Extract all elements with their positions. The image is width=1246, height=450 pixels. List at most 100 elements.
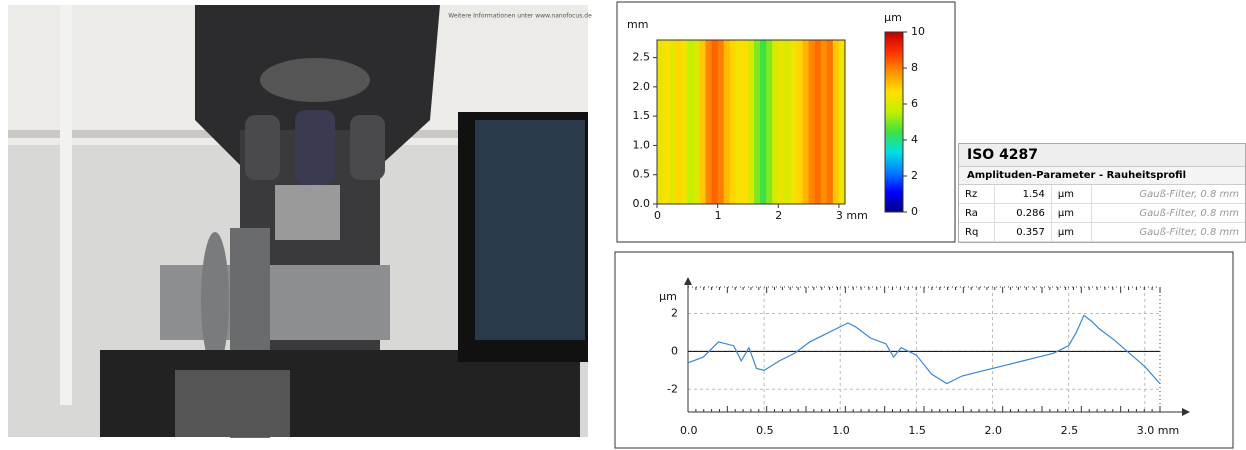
heatmap-column [747, 40, 755, 204]
x-tick-label: 0 [654, 209, 661, 222]
table-cell: 0.286 [994, 203, 1052, 223]
photo-caption: Weitere Informationen unter www.nanofocu… [448, 13, 592, 20]
profile-line [687, 314, 1161, 385]
colorbar-tick-label: 8 [911, 61, 918, 74]
y-axis-arrow [684, 277, 692, 285]
y-tick-label: 1.0 [633, 138, 651, 151]
x-unit-label: mm [627, 18, 648, 31]
heatmap-column [729, 40, 737, 204]
heatmap-column [832, 40, 840, 204]
table-cell: Gauß-Filter, 0.8 mm [1091, 185, 1245, 204]
table-row: Rq 0.357 µm Gauß-Filter, 0.8 mm [959, 222, 1245, 242]
heatmap-column [820, 40, 828, 204]
heatmap-column [735, 40, 743, 204]
x-tick-label: 0.0 [680, 424, 698, 437]
y-tick-label: -2 [667, 382, 678, 395]
y-tick-label: 2.5 [633, 51, 651, 64]
y-tick-label: 2.0 [633, 80, 651, 93]
heatmap-column [760, 40, 767, 204]
colorbar [884, 31, 904, 213]
table-body: Rz 1.54 µm Gauß-Filter, 0.8 mm Ra 0.286 µm Gauß… [959, 185, 1245, 242]
x-tick-label: 0.5 [756, 424, 774, 437]
heatmap-column [693, 40, 700, 204]
heatmap-column [754, 40, 761, 204]
turret [260, 58, 370, 102]
table-cell: Gauß-Filter, 0.8 mm [1091, 203, 1245, 223]
objective [245, 115, 280, 180]
heatmap-column [808, 40, 816, 204]
y-tick-label: 0.5 [633, 168, 651, 181]
table-row: Ra 0.286 µm Gauß-Filter, 0.8 mm [959, 203, 1245, 223]
heatmap-column [772, 40, 779, 204]
y-tick-label: 2 [671, 307, 678, 320]
heatmap-column [699, 40, 707, 204]
table-subtitle: Amplituden-Parameter - Rauheitsprofil [959, 167, 1245, 185]
photo: Weitere Informationen unter www.nanofocu… [8, 5, 592, 438]
table-cell: Rz [959, 185, 995, 204]
heatmap-column [687, 40, 694, 204]
heatmap-column [778, 40, 785, 204]
heatmap-column [663, 40, 670, 204]
workpiece [160, 265, 390, 340]
colorbar-tick-label: 2 [911, 169, 918, 182]
colorbar-tick-label: 0 [911, 205, 918, 218]
table-cell: Rq [959, 222, 995, 242]
cable-duct [60, 5, 72, 405]
heatmap-column [657, 40, 664, 204]
heatmap-column [790, 40, 797, 204]
x-tick-label: 2.0 [985, 424, 1003, 437]
y-unit-label: µm [659, 290, 677, 303]
table-row: Rz 1.54 µm Gauß-Filter, 0.8 mm [959, 185, 1245, 204]
heatmap-column [681, 40, 688, 204]
heatmap-column [814, 40, 822, 204]
plot-frame [656, 39, 846, 205]
heatmap-column [705, 40, 713, 204]
monitor-screen [475, 120, 585, 340]
table-title: ISO 4287 [959, 144, 1245, 167]
clamp [275, 185, 340, 240]
x-tick-label: 1.5 [908, 424, 926, 437]
profile-panel [614, 251, 1234, 449]
table [100, 350, 580, 437]
heatmap-column [741, 40, 749, 204]
y-tick-label: 0.0 [633, 197, 651, 210]
table-cell: µm [1051, 203, 1092, 223]
colorbar-unit: µm [884, 11, 902, 24]
heatmap-column [838, 40, 846, 204]
x-tick-label: 1 [715, 209, 722, 222]
heatmap-column [675, 40, 682, 204]
colorbar-tick-label: 4 [911, 133, 918, 146]
table-cell: Gauß-Filter, 0.8 mm [1091, 222, 1245, 242]
heatmap-column [711, 40, 719, 204]
flange [201, 232, 229, 368]
heatmap-column [826, 40, 834, 204]
heatmap-column [802, 40, 810, 204]
x-tick-label: 2.5 [1061, 424, 1079, 437]
x-axis-arrow [1182, 408, 1190, 416]
colorbar-tick-label: 10 [911, 25, 925, 38]
y-tick-label: 0 [671, 344, 678, 357]
heatmap-column [796, 40, 804, 204]
heatmap-column [717, 40, 725, 204]
colorbar-tick-label: 6 [911, 97, 918, 110]
table-cell: µm [1051, 222, 1092, 242]
base-block [175, 370, 290, 437]
heatmap-column [766, 40, 773, 204]
objective [295, 110, 335, 185]
heatmap-column [784, 40, 791, 204]
table-cell: µm [1051, 185, 1092, 204]
x-tick-label: 3 mm [836, 209, 868, 222]
y-tick-label: 1.5 [633, 109, 651, 122]
parameter-table: ISO 4287 Amplituden-Parameter - Rauheits… [958, 143, 1246, 243]
table-cell: Ra [959, 203, 995, 223]
objective [350, 115, 385, 180]
x-tick-label: 1.0 [832, 424, 850, 437]
table-cell: 1.54 [994, 185, 1052, 204]
x-tick-label: 2 [775, 209, 782, 222]
heatmap-column [669, 40, 676, 204]
table-cell: 0.357 [994, 222, 1052, 242]
x-tick-label: 3.0 mm [1137, 424, 1179, 437]
heatmap-column [723, 40, 731, 204]
